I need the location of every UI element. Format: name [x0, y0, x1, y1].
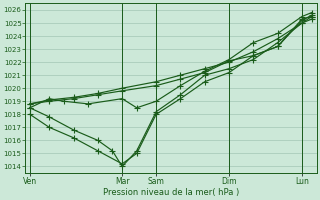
X-axis label: Pression niveau de la mer( hPa ): Pression niveau de la mer( hPa ): [103, 188, 239, 197]
